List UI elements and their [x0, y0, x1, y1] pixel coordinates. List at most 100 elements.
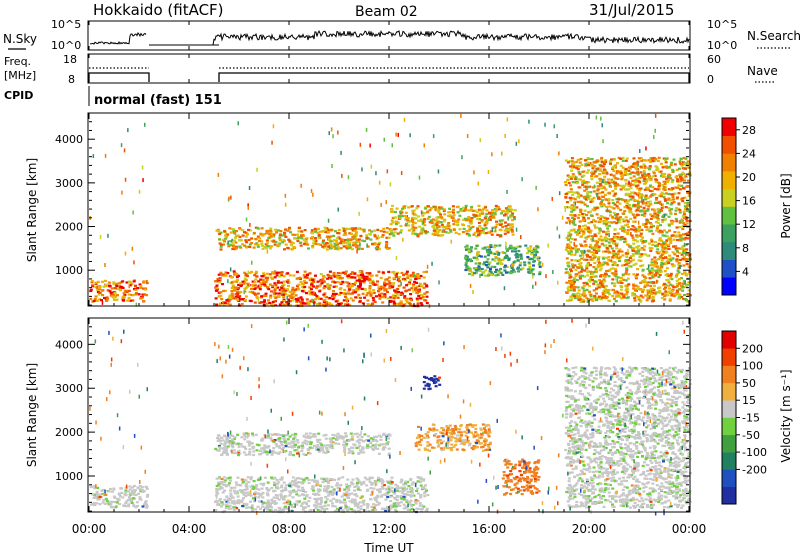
echo-cell	[417, 233, 421, 236]
echo-cell	[408, 281, 412, 284]
echo-cell	[633, 216, 637, 219]
echo-cell	[269, 276, 273, 279]
echo-cell	[645, 218, 649, 221]
echo-cell	[587, 278, 591, 281]
echo-cell	[621, 175, 625, 178]
echo-cell	[296, 284, 299, 287]
echo-cell	[576, 292, 580, 295]
echo-cell	[591, 254, 595, 257]
echo-cell	[379, 286, 383, 289]
echo-cell	[675, 258, 679, 261]
echo-cell	[607, 258, 611, 261]
echo-cell	[604, 188, 608, 191]
echo-cell	[597, 256, 601, 259]
echo-cell	[457, 218, 461, 221]
echo-cell	[297, 236, 300, 239]
echo-cell	[326, 273, 330, 276]
echo-cell	[507, 258, 511, 262]
echo-cell	[380, 485, 384, 488]
echo-cell	[630, 165, 634, 168]
echo-cell	[627, 283, 631, 286]
echo-cell	[632, 220, 636, 223]
echo-cell	[578, 161, 582, 164]
echo-cell	[133, 490, 136, 493]
echo-cell	[629, 211, 633, 214]
echo-cell	[346, 478, 350, 481]
echo-cell	[686, 201, 690, 204]
echo-cell	[138, 283, 142, 286]
echo-cell	[416, 487, 420, 490]
echo-cell	[265, 239, 269, 242]
echo-cell	[102, 285, 106, 288]
echo-cell	[373, 229, 377, 232]
echo-cell	[582, 216, 586, 219]
echo-cell	[529, 245, 533, 248]
echo-cell	[663, 245, 667, 248]
echo-cell	[498, 228, 502, 231]
echo-cell	[524, 244, 528, 247]
echo-cell	[116, 287, 119, 291]
echo-cell	[414, 232, 417, 235]
echo-cell	[140, 488, 144, 491]
echo-cell	[637, 297, 641, 300]
echo-cell	[672, 198, 675, 201]
echo-cell	[529, 271, 533, 274]
echo-cell	[263, 299, 267, 302]
echo-cell	[141, 505, 145, 508]
echo-cell	[465, 247, 469, 250]
echo-cell	[322, 287, 326, 290]
echo-cell	[280, 289, 283, 294]
echo-cell	[374, 246, 378, 249]
echo-cell	[297, 297, 301, 300]
echo-cell	[574, 273, 578, 276]
echo-cell	[626, 184, 630, 187]
echo-cell	[687, 166, 691, 169]
echo-cell	[437, 210, 441, 213]
echo-cell	[407, 485, 411, 488]
echo-cell	[615, 236, 619, 239]
echo-cell	[623, 229, 627, 232]
echo-cell	[517, 249, 521, 253]
echo-cell	[359, 234, 363, 237]
echo-cell	[605, 233, 609, 236]
echo-cell	[289, 492, 293, 495]
echo-cell	[645, 299, 649, 302]
echo-cell	[650, 258, 654, 261]
echo-cell	[134, 493, 138, 497]
echo-cell	[234, 286, 238, 289]
echo-cell	[655, 227, 659, 230]
echo-cell	[310, 479, 314, 482]
echo-cell	[410, 227, 414, 230]
echo-cell	[135, 501, 139, 504]
echo-cell	[244, 495, 248, 498]
echo-cell	[466, 268, 470, 271]
echo-cell	[676, 269, 680, 272]
echo-cell	[651, 276, 655, 279]
echo-cell	[219, 291, 223, 294]
echo-cell	[573, 223, 577, 226]
echo-cell	[248, 229, 252, 232]
echo-cell	[582, 290, 586, 293]
echo-cell	[573, 286, 577, 289]
echo-cell	[571, 181, 575, 184]
echo-cell	[357, 293, 361, 296]
echo-cell	[224, 271, 228, 274]
echo-cell	[89, 297, 93, 300]
echo-cell	[475, 258, 479, 261]
echo-cell	[274, 283, 278, 286]
echo-cell	[292, 274, 296, 277]
echo-cell	[497, 208, 501, 211]
echo-cell	[144, 122, 146, 127]
echo-cell	[98, 495, 102, 499]
echo-cell	[592, 289, 596, 292]
echo-cell	[289, 244, 293, 247]
echo-cell	[602, 222, 606, 225]
echo-cell	[614, 187, 618, 190]
power-colorbar-label: Power [dB]	[779, 173, 793, 238]
echo-cell	[290, 505, 294, 508]
echo-cell	[606, 178, 610, 181]
echo-cell	[425, 489, 428, 492]
echo-cell	[413, 217, 417, 220]
echo-cell	[608, 205, 612, 208]
echo-cell	[418, 288, 421, 291]
